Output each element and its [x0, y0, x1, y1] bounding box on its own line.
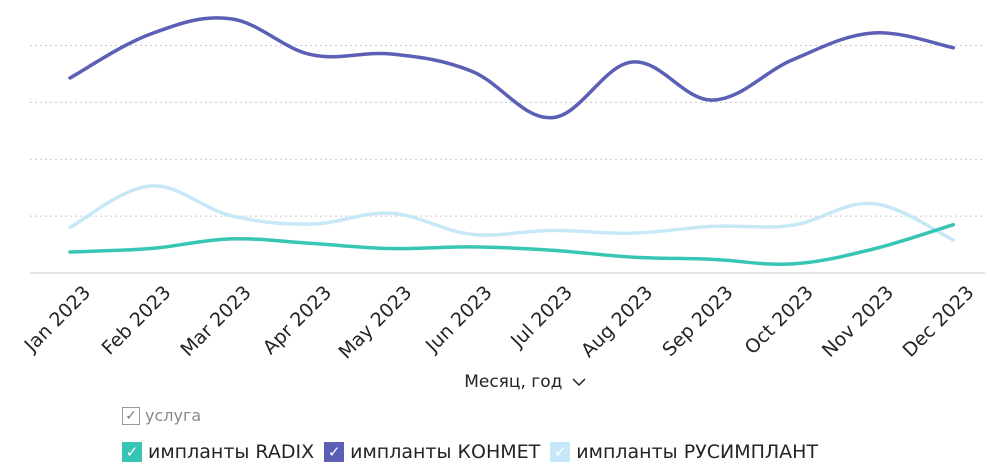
legend-checkbox[interactable]: ✓	[122, 442, 142, 462]
legend-checkbox[interactable]: ✓	[550, 442, 571, 462]
x-tick-label: Dec 2023	[898, 282, 978, 362]
series-line-0[interactable]	[68, 222, 956, 267]
x-tick-label: Mar 2023	[176, 282, 255, 361]
x-axis-title-text: Месяц, год	[464, 372, 563, 392]
series-line-1[interactable]	[68, 16, 956, 120]
legend-label: импланты КОНМЕТ	[350, 441, 541, 463]
check-icon: ✓	[553, 443, 567, 461]
legend-item-2[interactable]: ✓ импланты РУСИМПЛАНТ	[550, 441, 818, 463]
x-tick-label: Jun 2023	[421, 282, 497, 358]
chevron-down-icon	[572, 378, 586, 387]
series-line-2[interactable]	[68, 184, 956, 242]
check-icon: ✓	[125, 407, 137, 424]
legend: ✓ импланты RADIX ✓ импланты КОНМЕТ ✓ импланты…	[122, 441, 828, 463]
legend-item-1[interactable]: ✓ импланты КОНМЕТ	[324, 441, 540, 463]
x-tick-label: Aug 2023	[577, 282, 657, 362]
check-icon: ✓	[327, 443, 341, 461]
filter-checkbox[interactable]: ✓	[122, 406, 140, 425]
x-tick-label: Feb 2023	[98, 282, 176, 360]
x-tick-label: Sep 2023	[658, 282, 737, 361]
x-tick-label: Oct 2023	[741, 282, 818, 359]
legend-item-0[interactable]: ✓ импланты RADIX	[122, 441, 314, 463]
x-tick-label: Nov 2023	[818, 282, 898, 362]
check-icon: ✓	[125, 443, 139, 461]
filter-label: услуга	[145, 406, 202, 425]
x-tick-label: Apr 2023	[259, 282, 336, 359]
legend-label: импланты РУСИМПЛАНТ	[576, 441, 819, 463]
x-tick-label: Jul 2023	[506, 282, 577, 353]
legend-label: импланты RADIX	[148, 441, 315, 463]
service-filter[interactable]: ✓ услуга	[122, 406, 201, 425]
series-lines	[68, 16, 956, 267]
legend-checkbox[interactable]: ✓	[324, 442, 345, 462]
x-tick-label: May 2023	[335, 282, 417, 364]
x-tick-label: Jan 2023	[20, 282, 95, 357]
x-axis-title[interactable]: Месяц, год	[0, 372, 990, 392]
